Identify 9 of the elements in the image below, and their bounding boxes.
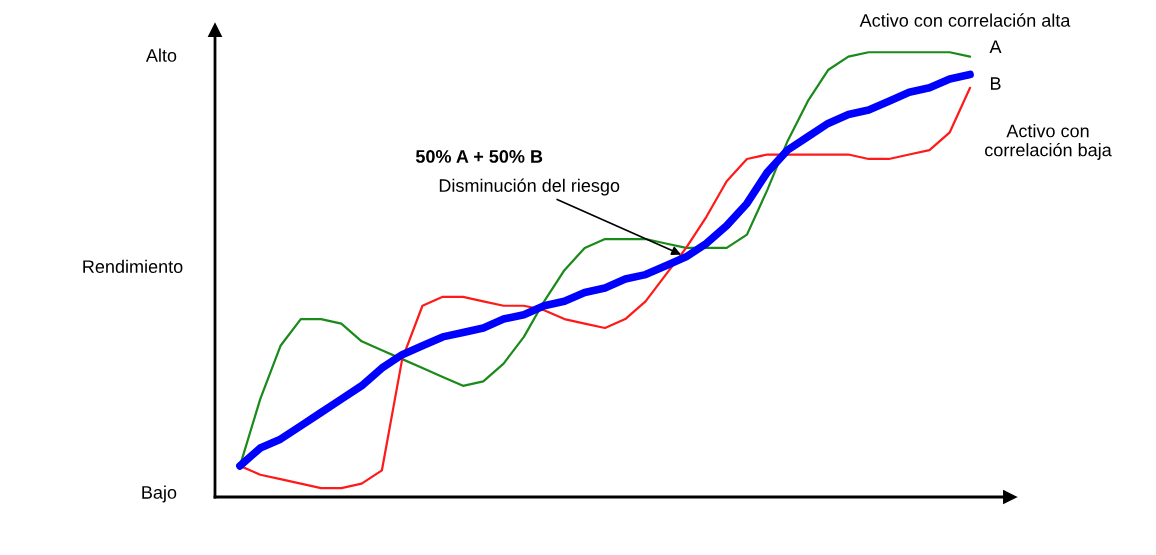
y-axis-title: Rendimiento (83, 259, 183, 274)
text: Activo con correlación alta (859, 13, 1071, 27)
series-label: B (990, 77, 1001, 90)
text: Alto (145, 48, 177, 62)
annotation: Disminución del riesgo (439, 178, 620, 196)
series-label: A (989, 40, 1002, 54)
text: Activo con correlación baja (985, 124, 1112, 160)
text: Bajo (142, 485, 177, 503)
annotation: 50% A + 50% B (415, 150, 543, 163)
